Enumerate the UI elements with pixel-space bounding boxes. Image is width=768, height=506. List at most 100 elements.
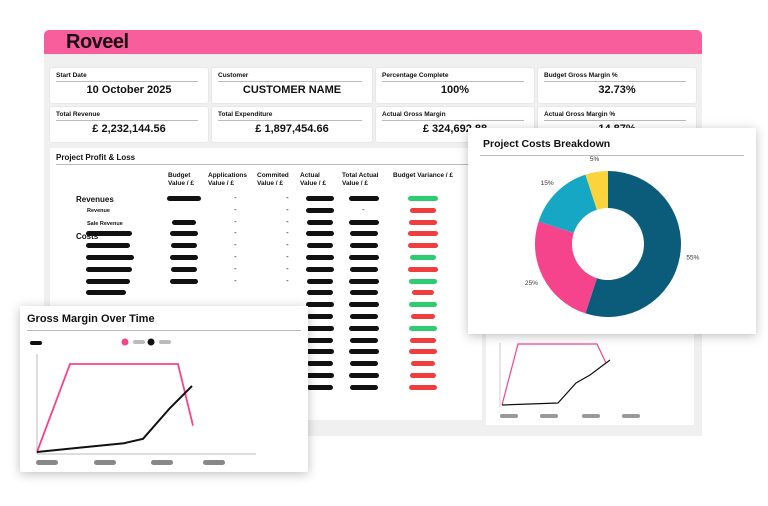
row-label-revenues: Revenues — [76, 195, 114, 204]
value-redacted — [307, 243, 333, 249]
value-redacted — [307, 337, 333, 343]
x-tick — [540, 414, 558, 418]
kpi-value: 10 October 2025 — [86, 84, 172, 96]
value-redacted — [170, 278, 198, 284]
column-header: Actual Value / £ — [300, 172, 327, 187]
donut-slice — [535, 221, 597, 314]
value-redacted — [171, 243, 197, 249]
x-tick — [622, 414, 640, 418]
value-redacted — [306, 255, 334, 260]
value-redacted — [306, 373, 334, 378]
column-header: Budget Value / £ — [168, 172, 195, 187]
value-redacted — [349, 196, 379, 201]
secondary-chart-panel — [486, 333, 694, 425]
slice-label: 25% — [525, 280, 538, 287]
value-redacted — [349, 255, 379, 260]
kpi-value: 100% — [440, 84, 470, 96]
slice-label: 5% — [590, 156, 600, 163]
empty-value-dash: - — [234, 193, 237, 202]
series-black-line — [501, 359, 611, 406]
gross-margin-line-chart — [30, 338, 256, 465]
cost-line-label-redacted — [86, 231, 132, 237]
variance-positive-bar — [409, 325, 437, 331]
value-redacted — [350, 314, 378, 319]
empty-value-dash: - — [234, 216, 237, 226]
kpi-total-revenue: Total Revenue £ 2,232,144.56 — [50, 107, 208, 142]
column-header: Total Actual Value / £ — [342, 172, 379, 187]
kpi-total-expenditure: Total Expenditure £ 1,897,454.66 — [212, 107, 372, 142]
empty-value-dash: - — [286, 275, 289, 285]
variance-negative-bar — [408, 231, 438, 237]
divider — [56, 164, 476, 165]
empty-value-dash: - — [234, 204, 237, 214]
column-header: Commited Value / £ — [257, 172, 289, 187]
value-redacted — [170, 255, 198, 260]
value-redacted — [307, 219, 333, 225]
x-tick — [582, 414, 600, 418]
divider — [382, 120, 524, 121]
variance-negative-bar — [409, 384, 437, 390]
value-redacted — [306, 349, 334, 355]
value-redacted — [349, 325, 379, 331]
empty-value-dash: - — [234, 228, 237, 238]
empty-value-dash: - — [286, 216, 289, 226]
x-tick — [500, 414, 518, 418]
value-redacted — [349, 349, 379, 355]
variance-positive-bar — [410, 255, 436, 260]
variance-negative-bar — [412, 290, 434, 296]
row-label-costs: Costs — [76, 232, 99, 241]
value-redacted — [170, 231, 198, 237]
value-redacted — [307, 314, 333, 319]
empty-value-dash: - — [286, 193, 289, 202]
value-redacted — [350, 266, 378, 272]
cost-line-label-redacted — [86, 278, 130, 284]
divider — [218, 81, 362, 82]
legend-label-placeholder — [159, 340, 171, 344]
series-pink-line — [36, 363, 194, 453]
value-redacted — [307, 290, 333, 296]
kpi-value: £ 1,897,454.66 — [255, 123, 329, 135]
value-redacted — [306, 231, 334, 237]
donut-slice — [538, 174, 597, 233]
value-redacted — [307, 384, 333, 390]
secondary-line-chart — [499, 343, 640, 418]
value-redacted — [350, 361, 378, 367]
kpi-label: Percentage Complete — [382, 72, 449, 79]
empty-value-dash: - — [286, 252, 289, 261]
kpi-label: Actual Gross Margin — [382, 111, 446, 118]
kpi-percentage-complete: Percentage Complete 100% — [376, 68, 534, 103]
costs-breakdown-card: Project Costs Breakdown 55% 25% 15% 5% — [468, 128, 756, 334]
row-label-revenue: Revenue — [87, 208, 110, 214]
variance-negative-bar — [408, 266, 438, 272]
kpi-budget-gross-margin: Budget Gross Margin % 32.73% — [538, 68, 696, 103]
variance-negative-bar — [411, 361, 435, 367]
value-redacted — [306, 196, 334, 201]
empty-value-dash: - — [234, 240, 237, 250]
empty-value-dash: - — [286, 263, 289, 273]
empty-value-dash: - — [286, 228, 289, 238]
panel-title: Project Profit & Loss — [56, 153, 136, 162]
kpi-label: Customer — [218, 72, 249, 79]
variance-negative-bar — [409, 219, 437, 225]
kpi-label: Actual Gross Margin % — [544, 111, 616, 118]
variance-negative-bar — [409, 349, 437, 355]
kpi-label: Budget Gross Margin % — [544, 72, 618, 79]
divider — [544, 81, 686, 82]
costs-donut-chart: 55% 25% 15% 5% — [525, 156, 700, 317]
cost-line-label-redacted — [86, 266, 132, 272]
value-redacted — [349, 219, 379, 225]
variance-negative-bar — [410, 373, 436, 378]
variance-positive-bar — [409, 302, 437, 308]
divider — [218, 120, 362, 121]
variance-negative-bar — [410, 207, 436, 213]
roveel-logo: Roveel — [66, 31, 129, 53]
x-tick — [94, 460, 116, 465]
value-redacted — [350, 243, 378, 249]
x-tick — [203, 460, 225, 465]
value-redacted — [172, 219, 196, 225]
divider — [544, 120, 686, 121]
column-header: Applications Value / £ — [208, 172, 248, 187]
divider — [56, 81, 198, 82]
value-redacted — [349, 373, 379, 378]
app-header: Roveel — [44, 30, 702, 54]
